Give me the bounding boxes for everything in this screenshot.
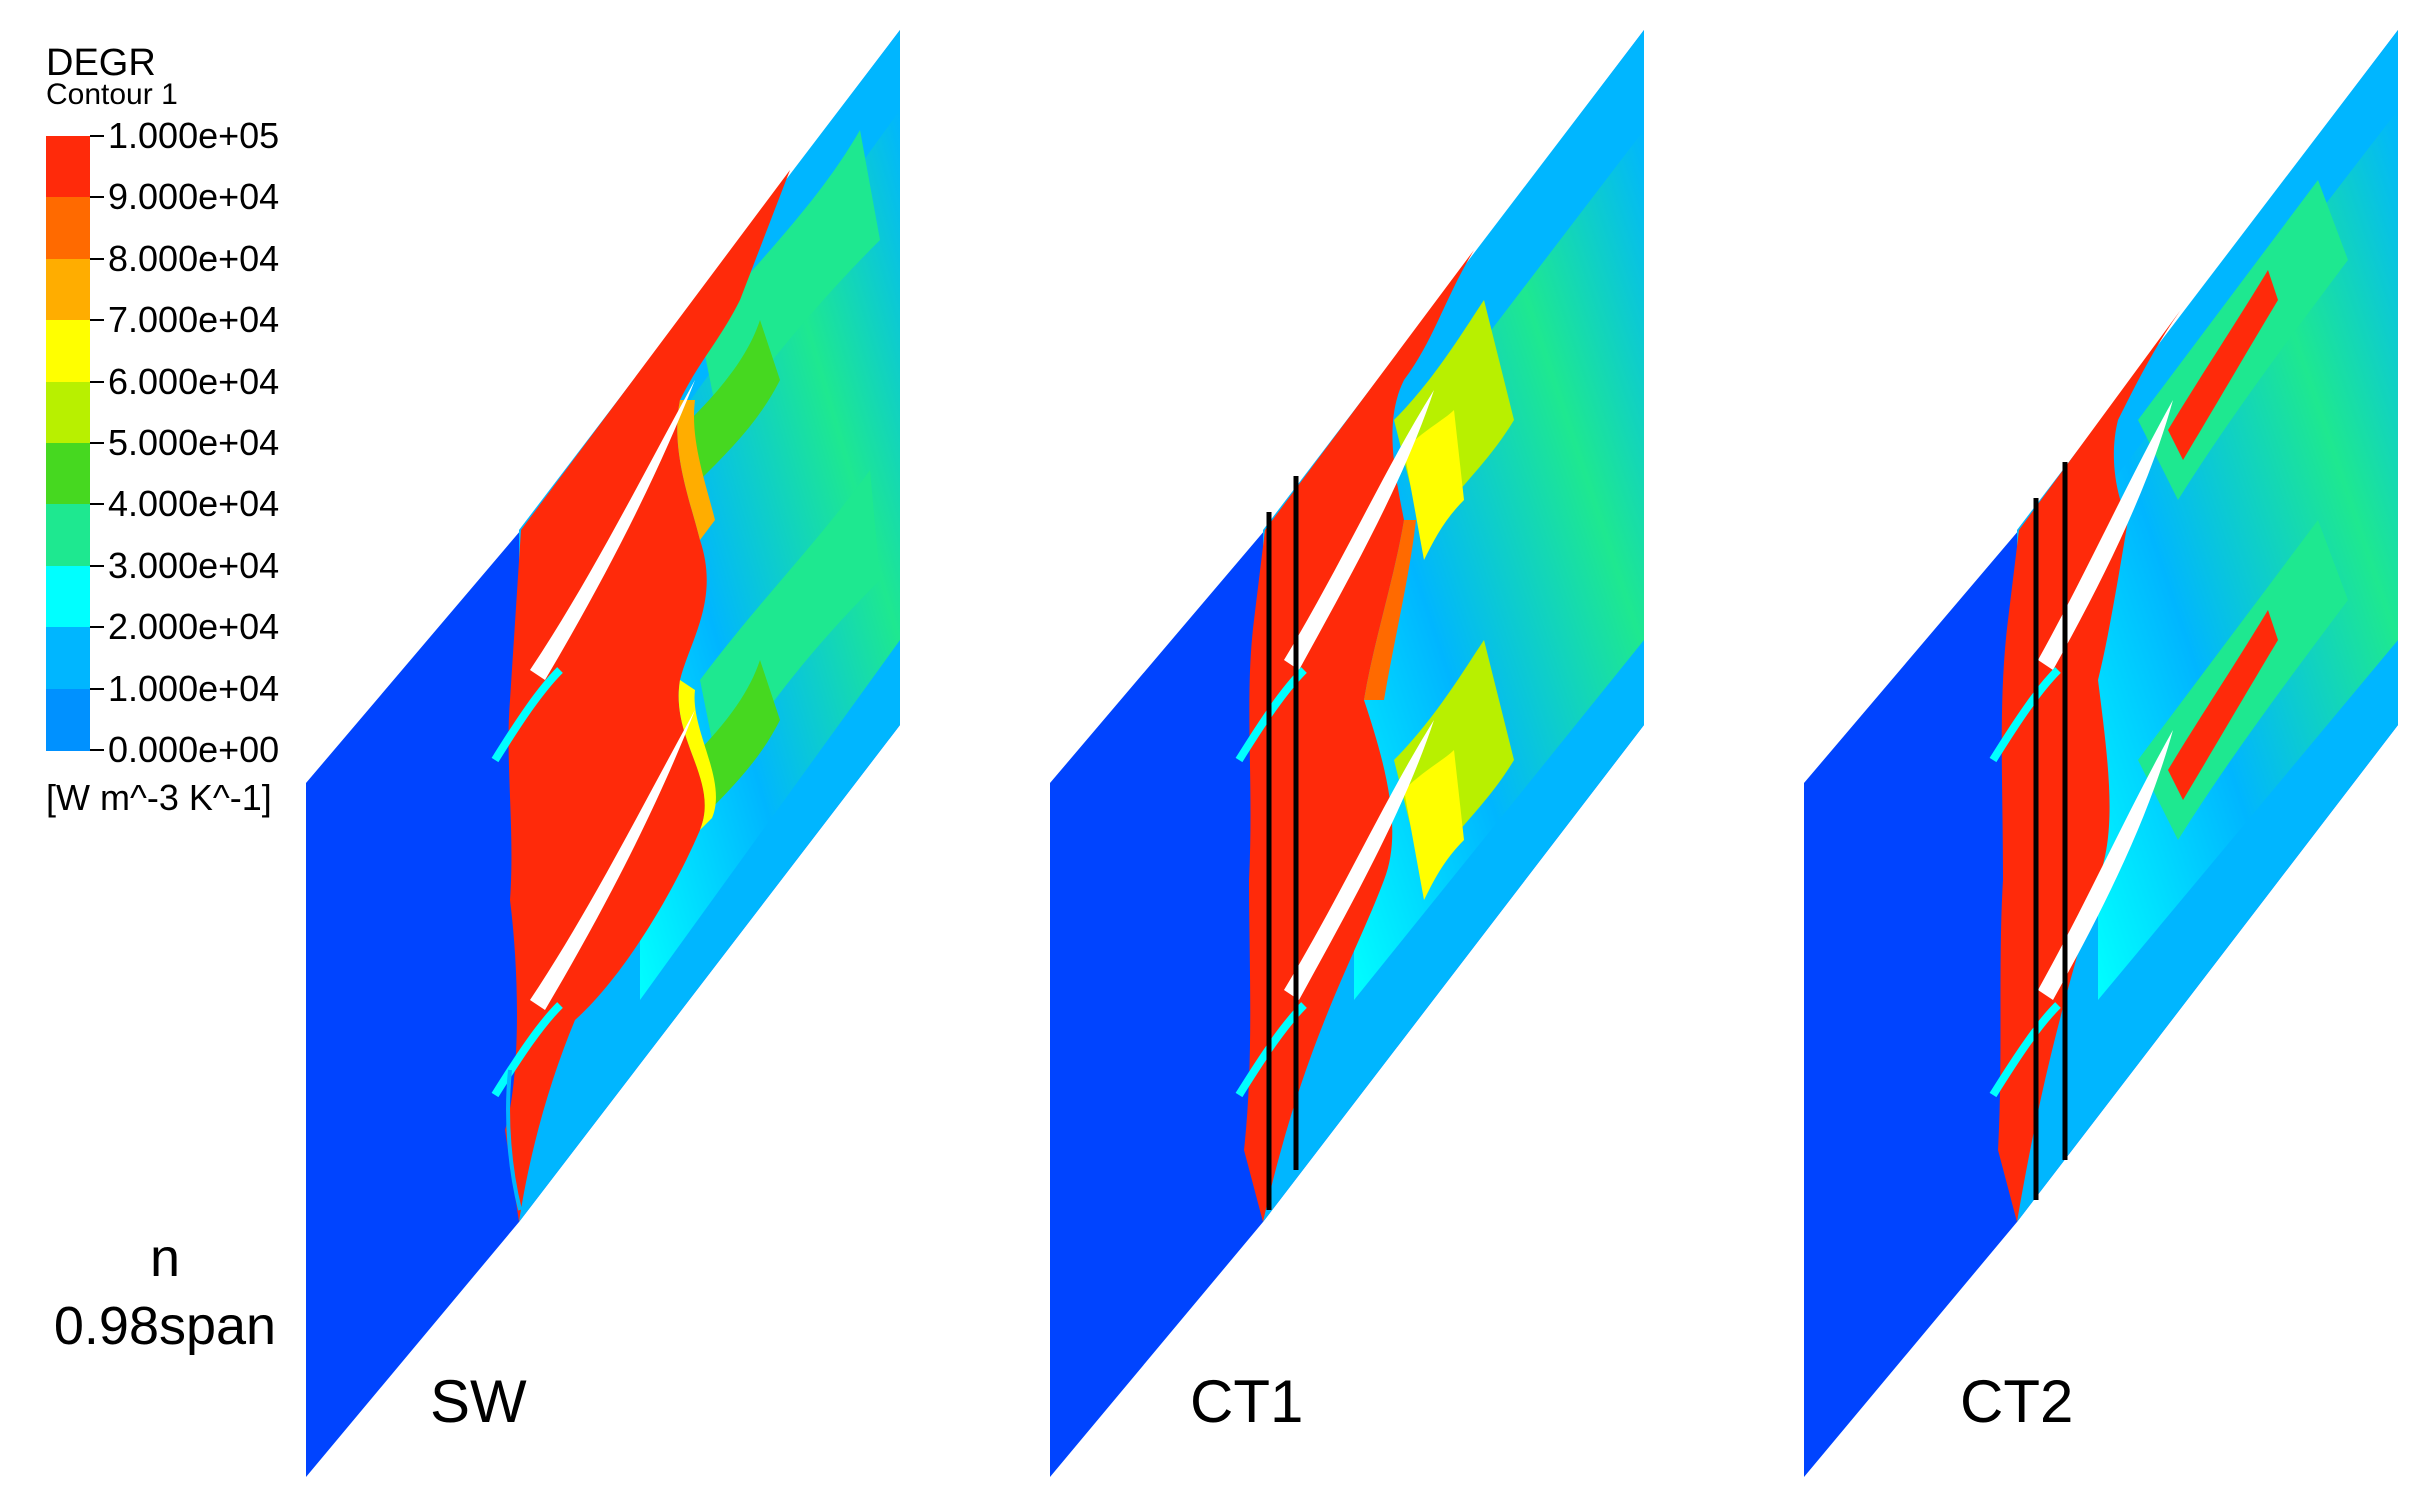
colorbar-segment: [46, 688, 90, 751]
panel-sw-inlet-trace: [506, 1069, 522, 1211]
colorbar-tick: [90, 626, 104, 629]
row-label: n 0.98span: [30, 1225, 300, 1360]
case-label-ct2: CT2: [1960, 1368, 2074, 1435]
colorbar-segment: [46, 565, 90, 629]
colorbar-tick: [90, 135, 104, 137]
colorbar-tick-label: 3.000e+04: [108, 544, 280, 586]
colorbar-segment: [46, 197, 90, 260]
colorbar-tick: [90, 257, 104, 260]
colorbar-segment: [46, 504, 90, 567]
colorbar-segment: [46, 136, 90, 199]
panel-ct2-red-streak-2: [2168, 610, 2278, 800]
row-label-line1: n: [149, 1228, 181, 1288]
legend-title: DEGR: [46, 42, 156, 84]
row-label-line2: 0.98span: [53, 1295, 277, 1356]
panel-ct1-wake-yellow-1: [1404, 410, 1464, 560]
colorbar-segment: [46, 381, 90, 444]
legend-subtitle: Contour 1: [46, 78, 178, 111]
legend-units: [W m^-3 K^-1]: [46, 777, 272, 818]
colorbar-segment: [46, 320, 90, 383]
colorbar-tick-label: 8.000e+04: [108, 237, 280, 279]
colorbar-segment: [46, 627, 90, 690]
colorbar-tick: [90, 749, 104, 751]
colorbar-segment: [46, 258, 90, 322]
panel-sw: [306, 30, 900, 1477]
colorbar-tick: [90, 503, 104, 506]
panel-ct2-leading-edge-lower: [1989, 1002, 2061, 1098]
colorbar-tick: [90, 442, 104, 444]
panel-ct1-orange-fringe: [1364, 520, 1416, 700]
colorbar-tick-label: 1.000e+05: [108, 115, 280, 156]
panel-ct2-leading-edge-upper: [1989, 667, 2061, 763]
panel-sw-leading-edge-upper: [491, 667, 563, 763]
colorbar-tick: [90, 564, 104, 567]
panel-ct2-blade-lower: [2038, 730, 2173, 1000]
panel-ct1-wake-yellow-2: [1404, 750, 1464, 900]
panel-ct2-blade-upper: [2038, 400, 2173, 670]
colorbar-segment: [46, 443, 90, 506]
colorbar-tick-label: 0.000e+00: [108, 729, 280, 770]
case-label-sw: SW: [430, 1368, 527, 1435]
panel-ct2: [1804, 30, 2398, 1477]
colorbar-tick-label: 1.000e+04: [108, 667, 280, 709]
panel-ct1-blade-upper: [1284, 390, 1434, 670]
colorbar-tick-label: 9.000e+04: [108, 176, 280, 218]
panel-sw-orange-fringe: [677, 400, 715, 540]
colorbar-tick: [90, 319, 104, 322]
colorbar-tick-label: 2.000e+04: [108, 606, 280, 648]
panel-sw-blade-lower: [530, 710, 695, 1010]
colorbar-tick: [90, 687, 104, 690]
colorbar-tick: [90, 380, 104, 383]
panel-sw-high-region: [505, 170, 790, 1222]
panel-sw-wake-green: [690, 320, 780, 480]
panel-ct2-red-streak-1: [2168, 270, 2278, 460]
case-label-ct1: CT1: [1190, 1368, 1304, 1435]
panel-sw-yellow-fringe: [678, 680, 716, 830]
colorbar-tick-label: 4.000e+04: [108, 483, 280, 525]
panel-ct1: [1050, 30, 1644, 1477]
panel-sw-blade-upper: [530, 380, 695, 680]
colorbar-tick-label: 6.000e+04: [108, 360, 280, 402]
colorbar-tick-label: 5.000e+04: [108, 422, 280, 463]
panel-sw-leading-edge-lower: [491, 1002, 563, 1098]
colorbar: [46, 136, 90, 751]
colorbar-tick-label: 7.000e+04: [108, 299, 280, 341]
colorbar-tick: [90, 196, 104, 199]
panel-ct1-blade-lower: [1284, 720, 1434, 1000]
